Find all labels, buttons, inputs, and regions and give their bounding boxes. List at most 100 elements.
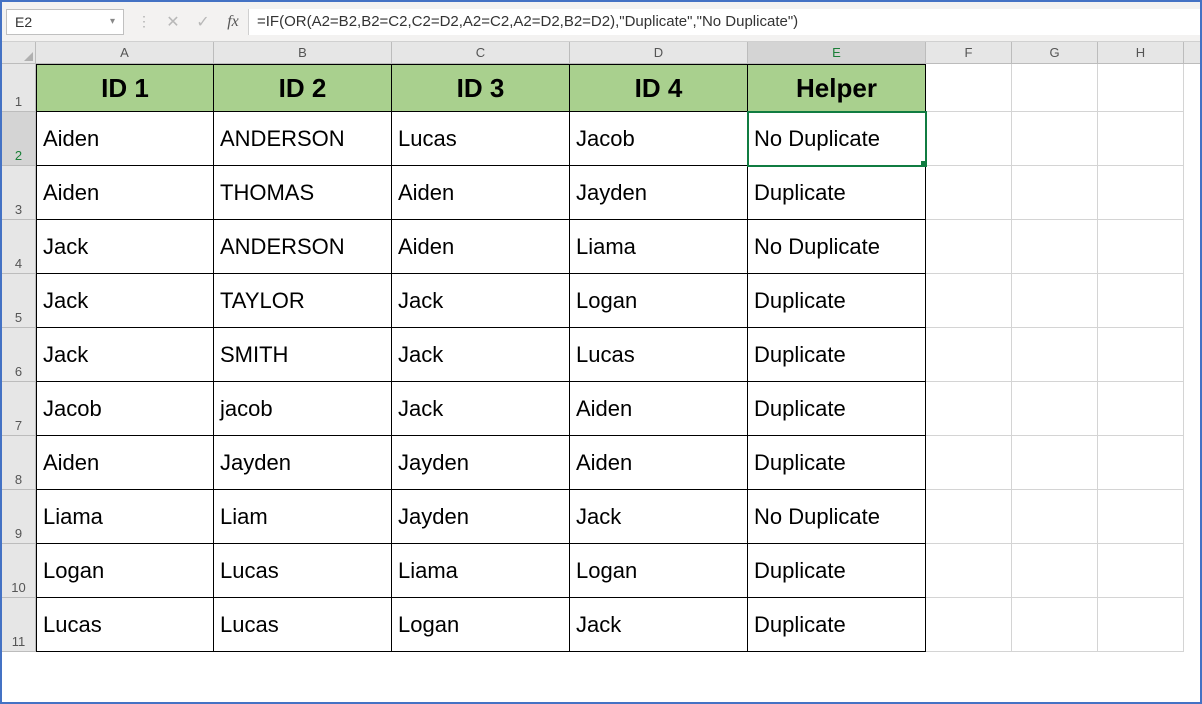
fx-icon[interactable]: fx [218,13,248,31]
cell-H3[interactable] [1098,166,1184,220]
col-header-E[interactable]: E [748,42,926,63]
row-header-4[interactable]: 4 [2,220,36,274]
row-header-1[interactable]: 1 [2,64,36,112]
cell-D3[interactable]: Jayden [570,166,748,220]
row-header-3[interactable]: 3 [2,166,36,220]
cell-G3[interactable] [1012,166,1098,220]
cell-C9[interactable]: Jayden [392,490,570,544]
formula-input[interactable]: =IF(OR(A2=B2,B2=C2,C2=D2,A2=C2,A2=D2,B2=… [248,9,1200,35]
cell-E4[interactable]: No Duplicate [748,220,926,274]
cell-D2[interactable]: Jacob [570,112,748,166]
cell-G1[interactable] [1012,64,1098,112]
cell-G9[interactable] [1012,490,1098,544]
row-header-11[interactable]: 11 [2,598,36,652]
cell-A4[interactable]: Jack [36,220,214,274]
cell-A9[interactable]: Liama [36,490,214,544]
col-header-D[interactable]: D [570,42,748,63]
cell-G2[interactable] [1012,112,1098,166]
cell-E8[interactable]: Duplicate [748,436,926,490]
cell-B2[interactable]: ANDERSON [214,112,392,166]
col-header-A[interactable]: A [36,42,214,63]
cell-H8[interactable] [1098,436,1184,490]
cell-C8[interactable]: Jayden [392,436,570,490]
col-header-G[interactable]: G [1012,42,1098,63]
cell-D1[interactable]: ID 4 [570,64,748,112]
cell-D11[interactable]: Jack [570,598,748,652]
cell-F6[interactable] [926,328,1012,382]
cell-B4[interactable]: ANDERSON [214,220,392,274]
cell-H10[interactable] [1098,544,1184,598]
col-header-B[interactable]: B [214,42,392,63]
cell-G10[interactable] [1012,544,1098,598]
cell-B3[interactable]: THOMAS [214,166,392,220]
cell-H5[interactable] [1098,274,1184,328]
cell-E9[interactable]: No Duplicate [748,490,926,544]
cell-F1[interactable] [926,64,1012,112]
cell-C6[interactable]: Jack [392,328,570,382]
cell-F5[interactable] [926,274,1012,328]
cell-E7[interactable]: Duplicate [748,382,926,436]
col-header-C[interactable]: C [392,42,570,63]
cell-C5[interactable]: Jack [392,274,570,328]
cell-A6[interactable]: Jack [36,328,214,382]
cell-B10[interactable]: Lucas [214,544,392,598]
cell-C11[interactable]: Logan [392,598,570,652]
cell-A11[interactable]: Lucas [36,598,214,652]
cell-D8[interactable]: Aiden [570,436,748,490]
cell-C7[interactable]: Jack [392,382,570,436]
cell-B5[interactable]: TAYLOR [214,274,392,328]
row-header-10[interactable]: 10 [2,544,36,598]
cell-B7[interactable]: jacob [214,382,392,436]
cell-G5[interactable] [1012,274,1098,328]
col-header-F[interactable]: F [926,42,1012,63]
cell-F3[interactable] [926,166,1012,220]
cell-E2[interactable]: No Duplicate [748,112,926,166]
cell-C2[interactable]: Lucas [392,112,570,166]
cancel-icon[interactable]: ✕ [158,12,188,32]
cell-C1[interactable]: ID 3 [392,64,570,112]
cell-D7[interactable]: Aiden [570,382,748,436]
cell-A2[interactable]: Aiden [36,112,214,166]
cell-E1[interactable]: Helper [748,64,926,112]
cell-F9[interactable] [926,490,1012,544]
row-header-6[interactable]: 6 [2,328,36,382]
cell-D4[interactable]: Liama [570,220,748,274]
cell-A7[interactable]: Jacob [36,382,214,436]
name-box-dropdown-icon[interactable]: ▾ [110,16,115,27]
cell-A10[interactable]: Logan [36,544,214,598]
cell-D9[interactable]: Jack [570,490,748,544]
col-header-H[interactable]: H [1098,42,1184,63]
cell-F8[interactable] [926,436,1012,490]
confirm-icon[interactable]: ✓ [188,12,218,32]
cell-A1[interactable]: ID 1 [36,64,214,112]
cell-A5[interactable]: Jack [36,274,214,328]
cell-G8[interactable] [1012,436,1098,490]
cell-F7[interactable] [926,382,1012,436]
cell-B8[interactable]: Jayden [214,436,392,490]
cell-H11[interactable] [1098,598,1184,652]
cell-G4[interactable] [1012,220,1098,274]
cell-H4[interactable] [1098,220,1184,274]
row-header-8[interactable]: 8 [2,436,36,490]
row-header-5[interactable]: 5 [2,274,36,328]
cell-E3[interactable]: Duplicate [748,166,926,220]
row-header-9[interactable]: 9 [2,490,36,544]
cell-C10[interactable]: Liama [392,544,570,598]
cell-F10[interactable] [926,544,1012,598]
cell-H9[interactable] [1098,490,1184,544]
cell-D6[interactable]: Lucas [570,328,748,382]
cell-G7[interactable] [1012,382,1098,436]
cell-F4[interactable] [926,220,1012,274]
cell-H6[interactable] [1098,328,1184,382]
cell-B11[interactable]: Lucas [214,598,392,652]
cell-H7[interactable] [1098,382,1184,436]
cell-D10[interactable]: Logan [570,544,748,598]
cell-E6[interactable]: Duplicate [748,328,926,382]
cell-B9[interactable]: Liam [214,490,392,544]
row-header-2[interactable]: 2 [2,112,36,166]
name-box[interactable]: E2 ▾ [6,9,124,35]
cell-A8[interactable]: Aiden [36,436,214,490]
cell-B1[interactable]: ID 2 [214,64,392,112]
cell-C4[interactable]: Aiden [392,220,570,274]
cell-E10[interactable]: Duplicate [748,544,926,598]
